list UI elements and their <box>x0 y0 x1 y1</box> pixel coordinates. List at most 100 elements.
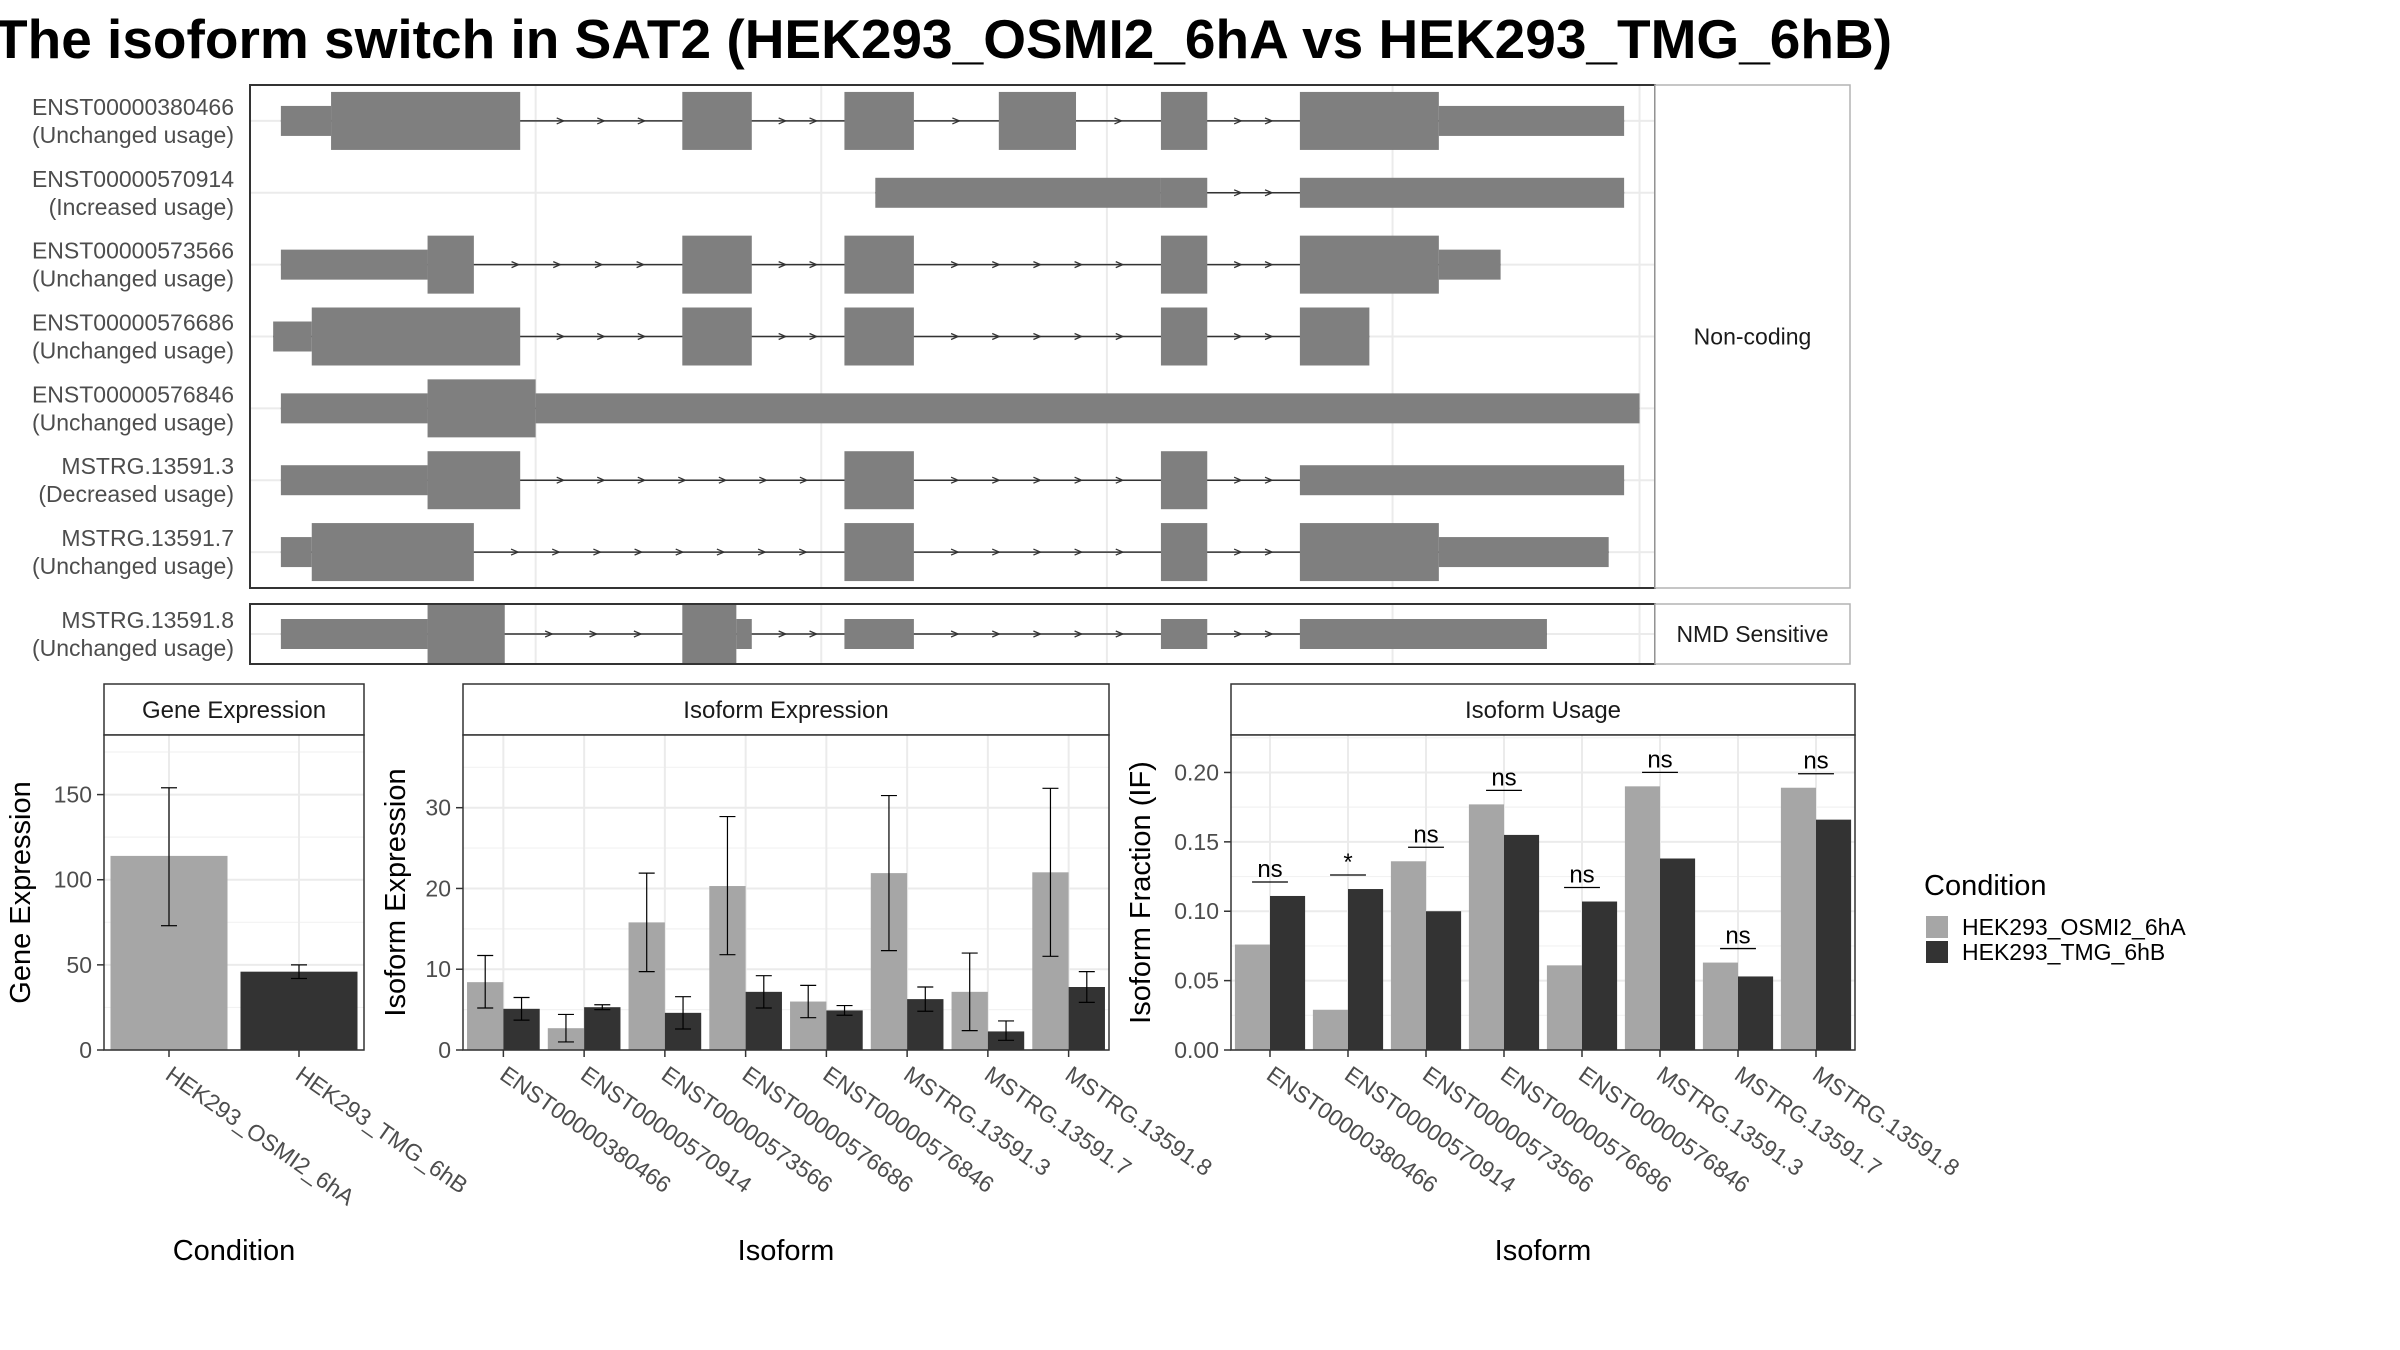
legend-item-label: HEK293_TMG_6hB <box>1962 939 2165 965</box>
intron-arrow <box>511 261 521 269</box>
intron-arrow <box>799 476 809 484</box>
x-tick-label: MSTRG.13591.8 <box>1061 1061 1217 1181</box>
utr-exon <box>844 619 914 649</box>
utr-exon <box>875 177 1161 208</box>
transcript-usage-label: (Decreased usage) <box>38 481 234 507</box>
bar <box>826 1010 863 1050</box>
coding-exon <box>844 307 914 366</box>
intron-arrow <box>1074 548 1084 556</box>
significance-label: ns <box>1803 748 1828 775</box>
intron-arrow <box>1233 630 1243 638</box>
intron-arrow <box>1115 476 1125 484</box>
intron-arrow <box>1233 189 1243 197</box>
significance-label: ns <box>1725 923 1750 950</box>
transcript-enst00000380466: ENST00000380466(Unchanged usage) <box>32 91 1625 150</box>
transcript-label: MSTRG.13591.8 <box>61 607 234 633</box>
bar <box>1312 1009 1348 1050</box>
coding-exon <box>844 451 914 510</box>
intron-arrow <box>1264 630 1274 638</box>
transcript-usage-label: (Unchanged usage) <box>32 635 234 661</box>
transcript-mstrg-13591-7: MSTRG.13591.7(Unchanged usage) <box>32 523 1609 582</box>
y-axis-label: Isoform Expression <box>380 768 412 1016</box>
intron-arrow <box>809 261 819 269</box>
intron-arrow <box>596 332 606 341</box>
transcript-label: ENST00000573566 <box>32 238 234 264</box>
coding-exon <box>682 605 737 663</box>
significance-label: ns <box>1257 856 1282 883</box>
significance-label: * <box>1343 849 1352 876</box>
intron-arrow <box>1233 261 1243 269</box>
intron-arrow <box>809 630 819 638</box>
intron-arrow <box>778 261 788 269</box>
transcript-mstrg-13591-3: MSTRG.13591.3(Decreased usage) <box>38 451 1625 510</box>
intron-arrow <box>991 261 1001 269</box>
intron-arrow <box>556 117 566 125</box>
intron-arrow <box>1074 476 1084 484</box>
intron-arrow <box>633 630 643 638</box>
transcript-usage-label: (Unchanged usage) <box>32 553 234 579</box>
transcript-usage-label: (Increased usage) <box>49 194 234 220</box>
transcript-usage-label: (Unchanged usage) <box>32 266 234 292</box>
intron-arrow <box>596 117 606 125</box>
transcript-usage-label: (Unchanged usage) <box>32 338 234 364</box>
intron-arrow <box>778 630 788 638</box>
facet-strip <box>1654 84 1851 589</box>
intron-arrow <box>1115 261 1125 269</box>
intron-arrow <box>510 548 520 556</box>
utr-exon <box>1160 619 1208 649</box>
intron-arrow <box>1033 261 1043 269</box>
intron-arrow <box>634 548 644 556</box>
intron-arrow <box>1233 548 1243 556</box>
coding-exon <box>1299 307 1370 366</box>
chart-strip <box>103 683 365 736</box>
transcript-label: ENST00000576846 <box>32 381 234 407</box>
utr-exon <box>736 619 752 649</box>
bar <box>1426 911 1462 1050</box>
transcript-label: ENST00000576686 <box>32 310 234 336</box>
transcript-enst00000570914: ENST00000570914(Increased usage) <box>32 166 1625 220</box>
bar <box>1702 962 1738 1050</box>
coding-exon <box>1299 91 1439 150</box>
coding-exon <box>311 307 521 366</box>
intron-arrow <box>593 548 603 556</box>
y-tick-label: 20 <box>425 875 451 901</box>
intron-arrow <box>1074 630 1084 638</box>
coding-exon <box>1160 91 1208 150</box>
utr-exon <box>1438 249 1501 280</box>
bar <box>1816 819 1852 1050</box>
bar <box>1270 895 1306 1050</box>
transcript-usage-label: (Unchanged usage) <box>32 122 234 148</box>
intron-arrow <box>1264 548 1274 556</box>
intron-arrow <box>757 548 767 556</box>
utr-exon <box>280 105 332 136</box>
intron-arrow <box>1033 548 1043 556</box>
utr-exon <box>280 619 428 649</box>
utr-exon <box>280 465 428 496</box>
y-tick-label: 0.10 <box>1174 898 1219 924</box>
x-axis-label: Isoform <box>738 1235 835 1267</box>
coding-exon <box>998 91 1077 150</box>
intron-arrow <box>636 261 646 269</box>
significance-label: ns <box>1569 862 1594 889</box>
intron-arrow <box>1074 332 1084 341</box>
utr-exon <box>1438 105 1625 136</box>
intron-arrow <box>991 476 1001 484</box>
intron-arrow <box>778 332 788 341</box>
gene-structure-panel-non-coding: ENST00000380466(Unchanged usage) ENST0000… <box>32 84 1851 589</box>
x-axis-label: Condition <box>173 1235 296 1267</box>
plot-border <box>1230 734 1856 1051</box>
bar <box>1546 965 1582 1050</box>
utr-exon <box>1299 465 1625 496</box>
facet-strip <box>1654 603 1851 665</box>
plot-border <box>462 734 1110 1051</box>
y-tick-label: 30 <box>425 795 451 821</box>
utr-exon <box>280 393 428 424</box>
transcript-label: ENST00000570914 <box>32 166 234 192</box>
bar <box>240 971 358 1050</box>
intron-arrow <box>950 630 960 638</box>
coding-exon <box>1160 307 1208 366</box>
intron-arrow <box>556 476 566 484</box>
plot-area <box>463 735 1109 1050</box>
isoform-expression-chart: Isoform Expression 0 10 20 30 Isoform Express… <box>380 683 1217 1267</box>
